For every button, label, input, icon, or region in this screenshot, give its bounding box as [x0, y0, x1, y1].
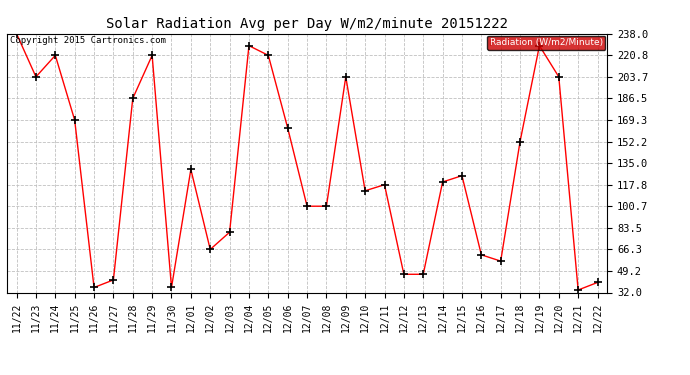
Legend: Radiation (W/m2/Minute): Radiation (W/m2/Minute) — [487, 36, 605, 50]
Text: Copyright 2015 Cartronics.com: Copyright 2015 Cartronics.com — [10, 36, 166, 45]
Title: Solar Radiation Avg per Day W/m2/minute 20151222: Solar Radiation Avg per Day W/m2/minute … — [106, 17, 508, 31]
